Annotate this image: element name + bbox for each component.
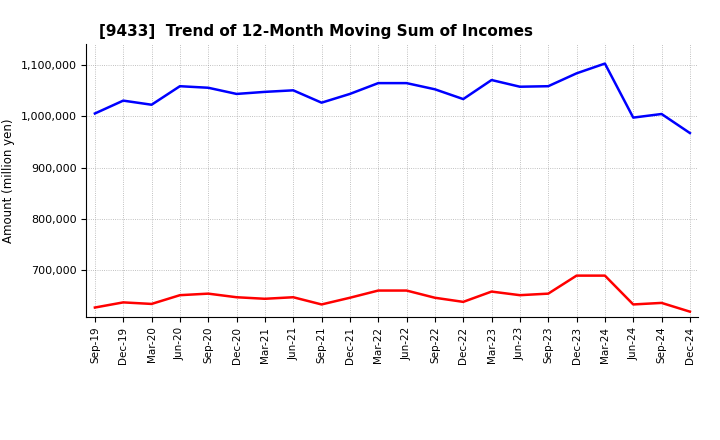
Net Income xyxy=(685,309,694,314)
Line: Ordinary Income: Ordinary Income xyxy=(95,63,690,133)
Ordinary Income xyxy=(572,71,581,76)
Net Income xyxy=(629,302,637,307)
Ordinary Income xyxy=(374,81,382,86)
Net Income xyxy=(431,295,439,301)
Net Income xyxy=(204,291,212,296)
Ordinary Income xyxy=(600,61,609,66)
Net Income xyxy=(261,296,269,301)
Y-axis label: Amount (million yen): Amount (million yen) xyxy=(2,118,15,242)
Ordinary Income xyxy=(657,111,666,117)
Line: Net Income: Net Income xyxy=(95,275,690,312)
Ordinary Income xyxy=(289,88,297,93)
Net Income xyxy=(346,295,354,301)
Legend: Ordinary Income, Net Income: Ordinary Income, Net Income xyxy=(246,438,539,440)
Net Income xyxy=(148,301,156,307)
Ordinary Income xyxy=(318,100,326,105)
Ordinary Income xyxy=(685,130,694,136)
Ordinary Income xyxy=(204,85,212,90)
Net Income xyxy=(487,289,496,294)
Ordinary Income xyxy=(402,81,411,86)
Text: [9433]  Trend of 12-Month Moving Sum of Incomes: [9433] Trend of 12-Month Moving Sum of I… xyxy=(99,24,533,39)
Ordinary Income xyxy=(629,115,637,120)
Net Income xyxy=(544,291,552,296)
Net Income xyxy=(233,295,241,300)
Ordinary Income xyxy=(119,98,127,103)
Ordinary Income xyxy=(148,102,156,107)
Ordinary Income xyxy=(487,77,496,83)
Net Income xyxy=(459,299,467,304)
Net Income xyxy=(516,293,524,298)
Net Income xyxy=(289,295,297,300)
Ordinary Income xyxy=(346,91,354,96)
Net Income xyxy=(176,293,184,298)
Net Income xyxy=(119,300,127,305)
Net Income xyxy=(402,288,411,293)
Ordinary Income xyxy=(516,84,524,89)
Net Income xyxy=(374,288,382,293)
Ordinary Income xyxy=(459,96,467,102)
Net Income xyxy=(657,300,666,305)
Net Income xyxy=(600,273,609,278)
Ordinary Income xyxy=(233,91,241,96)
Ordinary Income xyxy=(176,84,184,89)
Ordinary Income xyxy=(91,111,99,116)
Ordinary Income xyxy=(261,89,269,95)
Net Income xyxy=(572,273,581,278)
Ordinary Income xyxy=(544,84,552,89)
Ordinary Income xyxy=(431,87,439,92)
Net Income xyxy=(318,302,326,307)
Net Income xyxy=(91,305,99,310)
